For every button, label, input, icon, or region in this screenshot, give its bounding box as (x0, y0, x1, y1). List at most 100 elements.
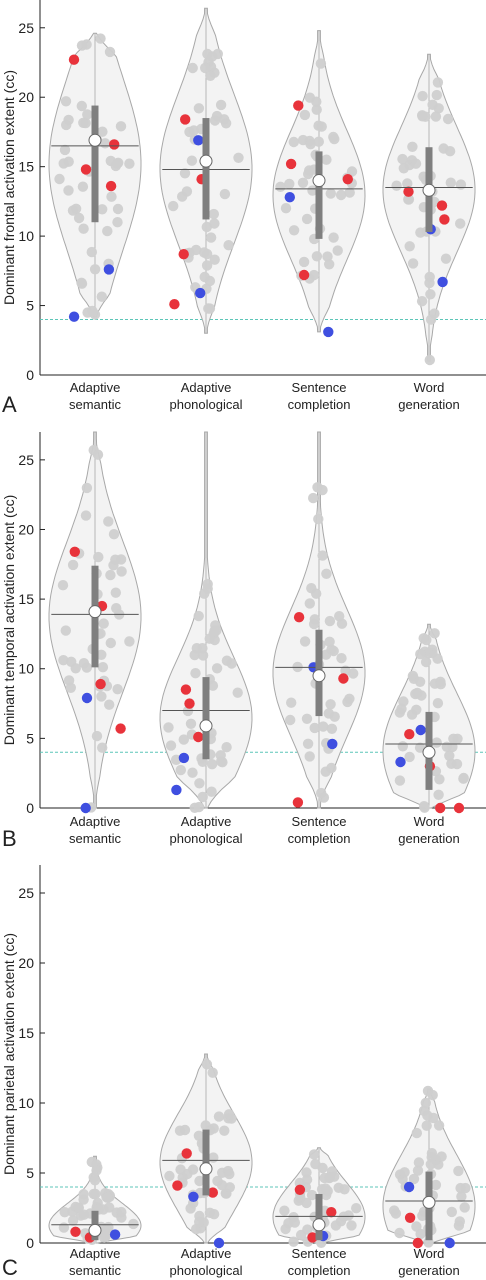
data-point-gray (221, 742, 232, 753)
data-point-gray (417, 1210, 428, 1222)
data-point-gray (63, 185, 74, 196)
data-point-gray (112, 684, 123, 695)
data-point-gray (391, 180, 402, 191)
data-point-gray (308, 1149, 320, 1160)
data-point-blue (284, 192, 295, 203)
median-marker (199, 154, 213, 168)
data-point-gray (452, 733, 463, 744)
data-point-gray (404, 241, 415, 252)
data-point-gray (322, 251, 333, 262)
panel-letter: A (2, 392, 17, 417)
data-point-gray (299, 109, 311, 121)
data-point-gray (416, 296, 428, 307)
data-point-gray (80, 510, 92, 521)
data-point-gray (432, 77, 444, 88)
x-category-label: Adaptive (181, 1246, 232, 1261)
data-point-gray (402, 178, 413, 189)
x-category-label: Word (414, 814, 445, 829)
data-point-gray (112, 217, 123, 228)
data-point-gray (97, 742, 108, 753)
data-point-gray (293, 1195, 304, 1206)
data-point-gray (201, 248, 213, 260)
data-point-gray (108, 529, 120, 540)
x-category-label: Adaptive (70, 814, 121, 829)
panel-letter: C (2, 1255, 18, 1280)
data-point-gray (168, 200, 179, 212)
data-point-gray (209, 254, 220, 265)
iqr-bar (91, 105, 99, 223)
data-point-gray (165, 740, 177, 751)
data-point-gray (59, 144, 71, 156)
data-point-gray (334, 611, 345, 622)
data-point-gray (116, 566, 127, 577)
data-point-gray (78, 223, 89, 234)
data-point-gray (89, 264, 101, 275)
iqr-bar (202, 118, 210, 220)
data-point-gray (204, 303, 216, 314)
violin-group (272, 431, 366, 809)
data-point-blue (81, 692, 93, 704)
data-point-gray (414, 742, 426, 753)
data-point-gray (311, 251, 323, 262)
data-point-gray (422, 1110, 433, 1121)
data-point-gray (208, 1152, 219, 1163)
y-tick-label: 5 (26, 298, 34, 314)
data-point-gray (301, 713, 313, 724)
data-point-red (105, 180, 117, 192)
data-point-gray (199, 271, 210, 283)
median-marker (199, 719, 213, 733)
y-tick-label: 20 (18, 521, 34, 537)
data-point-gray (179, 1124, 191, 1136)
data-point-gray (407, 258, 419, 269)
violin-group (272, 1147, 366, 1249)
x-category-label: semantic (69, 397, 122, 412)
data-point-red (439, 214, 450, 225)
data-point-gray (285, 714, 296, 726)
median-marker (422, 745, 436, 759)
iqr-bar (315, 151, 323, 239)
data-point-gray (81, 482, 93, 494)
data-point-gray (288, 1236, 299, 1247)
data-point-gray (431, 89, 442, 101)
data-point-gray (417, 90, 428, 102)
data-point-gray (410, 158, 422, 169)
data-point-gray (211, 663, 223, 674)
data-point-red (403, 186, 414, 197)
data-point-gray (429, 628, 440, 639)
data-point-gray (336, 653, 347, 664)
data-point-gray (306, 1189, 318, 1201)
data-point-gray (456, 1191, 467, 1202)
y-tick-label: 25 (18, 885, 34, 901)
x-category-label: phonological (169, 831, 242, 846)
data-point-gray (93, 551, 104, 563)
y-tick-label: 10 (18, 661, 34, 677)
data-point-gray (102, 1192, 113, 1204)
median-marker (312, 1218, 326, 1232)
data-point-gray (432, 698, 444, 709)
y-tick-label: 20 (18, 89, 34, 105)
data-point-gray (209, 625, 220, 637)
data-point-gray (112, 158, 123, 169)
data-point-gray (425, 1159, 436, 1170)
data-point-gray (408, 1173, 420, 1185)
data-point-gray (194, 778, 205, 789)
data-point-red (172, 1180, 183, 1191)
data-point-gray (411, 1127, 422, 1139)
x-category-label: phonological (169, 397, 242, 412)
data-point-red (338, 673, 349, 684)
data-point-gray (193, 1130, 205, 1142)
data-point-gray (418, 801, 430, 812)
x-category-label: completion (288, 831, 351, 846)
x-category-label: Word (414, 380, 445, 395)
y-axis-label: Dominant temporal activation extent (cc) (1, 495, 17, 746)
data-point-gray (197, 650, 209, 661)
data-point-gray (89, 1175, 101, 1186)
median-marker (422, 1195, 436, 1209)
data-point-gray (194, 1175, 205, 1187)
violin-group (48, 431, 142, 814)
data-point-blue (80, 802, 91, 814)
data-point-gray (390, 1208, 402, 1219)
data-point-gray (200, 1120, 211, 1131)
y-axis-label: Dominant parietal activation extent (cc) (1, 933, 17, 1175)
data-point-gray (316, 121, 327, 132)
